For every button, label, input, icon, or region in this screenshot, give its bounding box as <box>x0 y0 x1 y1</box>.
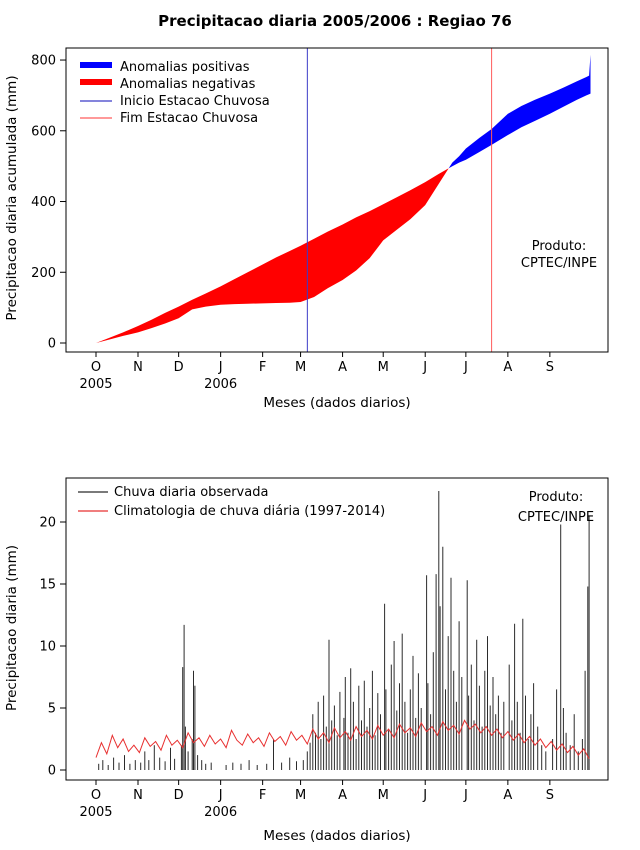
y-tick-label: 0 <box>48 764 56 779</box>
x-tick-label: M <box>378 360 389 375</box>
x-tick-label: S <box>546 788 554 803</box>
y-tick-label: 0 <box>48 337 56 352</box>
x-tick-label: M <box>378 788 389 803</box>
x-tick-label: M <box>295 788 306 803</box>
x-tick-label: N <box>133 788 143 803</box>
year-label: 2006 <box>204 377 237 392</box>
daily-rain-bars <box>98 491 590 770</box>
y-tick-label: 15 <box>39 578 56 593</box>
legend-label-climatologia: Climatologia de chuva diária (1997-2014) <box>114 504 385 519</box>
anomaly-fill-areas <box>96 54 591 343</box>
x-tick-label: F <box>259 788 266 803</box>
y-tick-label: 400 <box>31 195 56 210</box>
bottom-y-axis-title: Precipitacao diaria (mm) <box>4 545 20 711</box>
y-tick-label: 5 <box>48 702 56 717</box>
x-tick-label: S <box>546 360 554 375</box>
produto-org-bottom: CPTEC/INPE <box>518 510 594 525</box>
y-tick-label: 20 <box>39 516 56 531</box>
season-boundary-lines <box>306 48 493 352</box>
climatology-line <box>95 719 590 760</box>
x-tick-label: J <box>218 360 223 375</box>
cumulative-precipitation-chart: Precipitacao diaria 2005/2006 : Regiao 7… <box>4 12 609 411</box>
x-tick-label: J <box>463 788 468 803</box>
x-tick-label: A <box>503 360 512 375</box>
legend-label-fim: Fim Estacao Chuvosa <box>120 111 258 126</box>
x-tick-label: J <box>422 360 427 375</box>
plot-box <box>65 477 609 781</box>
y-tick-label: 10 <box>39 640 56 655</box>
x-tick-label: A <box>338 360 347 375</box>
x-tick-label: J <box>218 788 223 803</box>
x-tick-label: A <box>503 788 512 803</box>
x-tick-label: O <box>91 788 101 803</box>
positive-anomaly-area <box>448 54 591 169</box>
chart-title: Precipitacao diaria 2005/2006 : Regiao 7… <box>158 12 512 30</box>
bottom-axes: 0 5 10 15 20 O N D J F M A M J J A S 2005 2006 <box>39 477 609 820</box>
legend-label-inicio: Inicio Estacao Chuvosa <box>120 94 270 109</box>
year-label: 2006 <box>204 805 237 820</box>
x-tick-label: D <box>174 788 184 803</box>
y-tick-label: 200 <box>31 266 56 281</box>
legend-label-negativas: Anomalias negativas <box>120 77 256 92</box>
bottom-legend: Chuva diaria observada Climatologia de c… <box>78 485 385 519</box>
x-tick-label: J <box>463 360 468 375</box>
positive-anomaly-swatch <box>80 62 112 68</box>
top-axes: 0 200 400 600 800 O N D J F M A M J J A S 2005 2006 <box>31 47 609 392</box>
year-label: 2005 <box>79 805 112 820</box>
daily-precipitation-chart: 0 5 10 15 20 O N D J F M A M J J A S 2005 2006 Chuva diari… <box>4 477 609 844</box>
negative-anomaly-area <box>96 168 449 343</box>
produto-label-top: Produto: <box>532 239 587 254</box>
plot-box <box>65 47 609 353</box>
produto-org-top: CPTEC/INPE <box>521 256 597 271</box>
top-x-axis-title: Meses (dados diarios) <box>263 395 410 411</box>
x-tick-label: J <box>422 788 427 803</box>
legend-label-observada: Chuva diaria observada <box>114 485 268 500</box>
climatology-polyline <box>95 719 590 760</box>
x-tick-label: A <box>338 788 347 803</box>
x-tick-label: F <box>259 360 266 375</box>
x-tick-label: D <box>174 360 184 375</box>
bottom-x-axis-title: Meses (dados diarios) <box>263 828 410 844</box>
top-legend: Anomalias positivas Anomalias negativas … <box>80 60 270 126</box>
x-tick-label: O <box>91 360 101 375</box>
legend-label-positivas: Anomalias positivas <box>120 60 250 75</box>
x-tick-label: N <box>133 360 143 375</box>
negative-anomaly-swatch <box>80 79 112 85</box>
year-label: 2005 <box>79 377 112 392</box>
produto-label-bottom: Produto: <box>529 490 584 505</box>
top-y-axis-title: Precipitacao diaria acumulada (mm) <box>4 75 20 320</box>
y-tick-label: 600 <box>31 124 56 139</box>
y-tick-label: 800 <box>31 54 56 69</box>
x-tick-label: M <box>295 360 306 375</box>
